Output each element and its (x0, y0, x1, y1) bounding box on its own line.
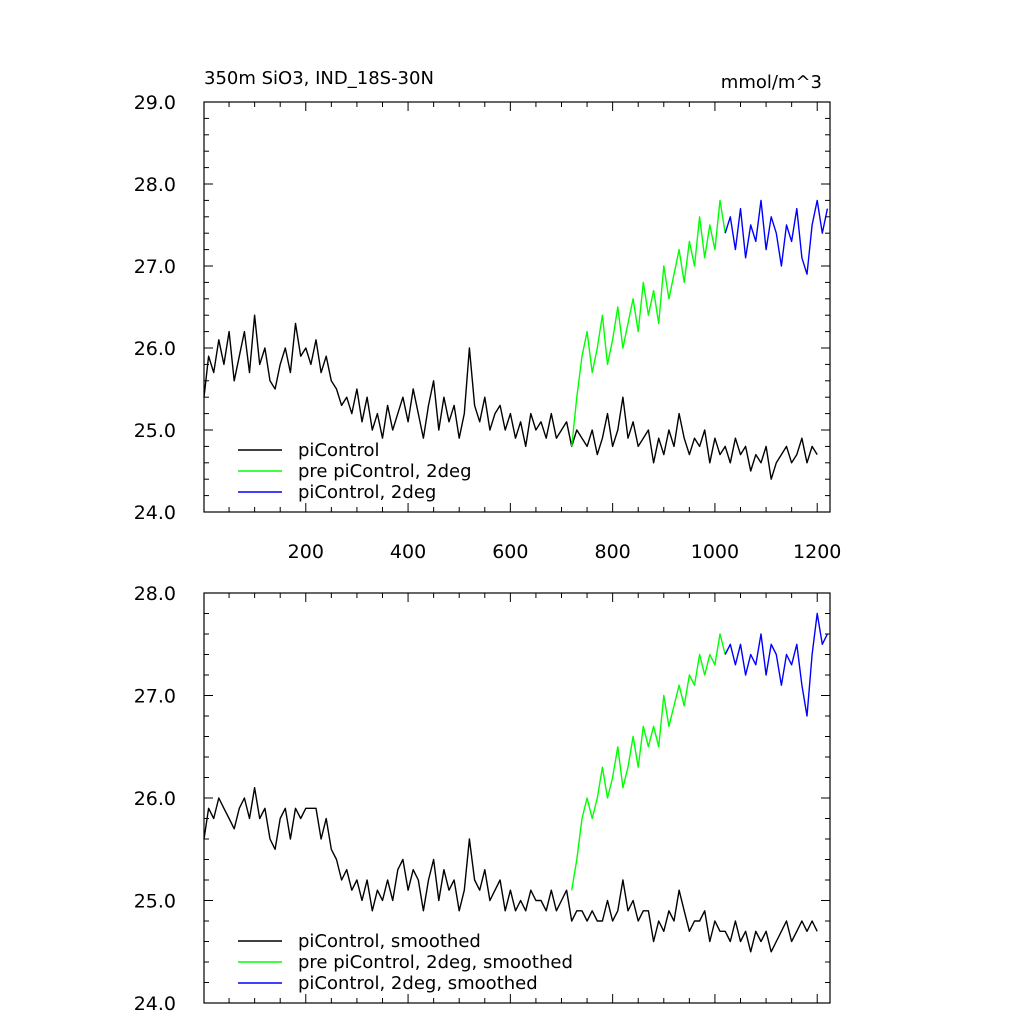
x-tick-label: 1000 (691, 541, 739, 563)
legend-label-1: pre piControl, 2deg (298, 461, 472, 482)
legend-label-0: piControl, smoothed (298, 931, 481, 952)
y-tick-label: 24.0 (134, 993, 176, 1015)
y-tick-label: 28.0 (134, 583, 176, 605)
series-line-0 (203, 314, 818, 480)
y-tick-label: 25.0 (134, 420, 176, 442)
y-tick-label: 28.0 (134, 174, 176, 196)
y-tick-label: 29.0 (134, 92, 176, 114)
x-tick-label: 400 (390, 541, 426, 563)
x-tick-label: 200 (288, 541, 324, 563)
series-line-0 (203, 787, 818, 953)
series-line-1 (571, 199, 726, 447)
top-panel: 24.0 25.0 26.0 27.0 28.0 29.0 200 400 600 800 1000… (134, 68, 842, 563)
legend-label-2: piControl, 2deg (298, 482, 436, 503)
legend-label-2: piControl, 2deg, smoothed (298, 973, 538, 994)
y-tick-label: 26.0 (134, 788, 176, 810)
x-tick-label: 600 (492, 541, 528, 563)
legend-label-0: piControl (298, 440, 380, 461)
series-line-2 (724, 612, 829, 717)
plot-frame (203, 101, 831, 513)
series-line-1 (571, 633, 726, 891)
y-tick-label: 24.0 (134, 502, 176, 524)
units-label: mmol/m^3 (721, 72, 822, 93)
series-line-2 (724, 199, 829, 275)
y-tick-label: 26.0 (134, 338, 176, 360)
legend-label-1: pre piControl, 2deg, smoothed (298, 952, 573, 973)
y-tick-label: 25.0 (134, 891, 176, 913)
y-tick-label: 27.0 (134, 686, 176, 708)
chart-title: 350m SiO3, IND_18S-30N (204, 68, 434, 89)
x-tick-label: 800 (595, 541, 631, 563)
y-tick-label: 27.0 (134, 256, 176, 278)
x-tick-label: 1200 (793, 541, 841, 563)
